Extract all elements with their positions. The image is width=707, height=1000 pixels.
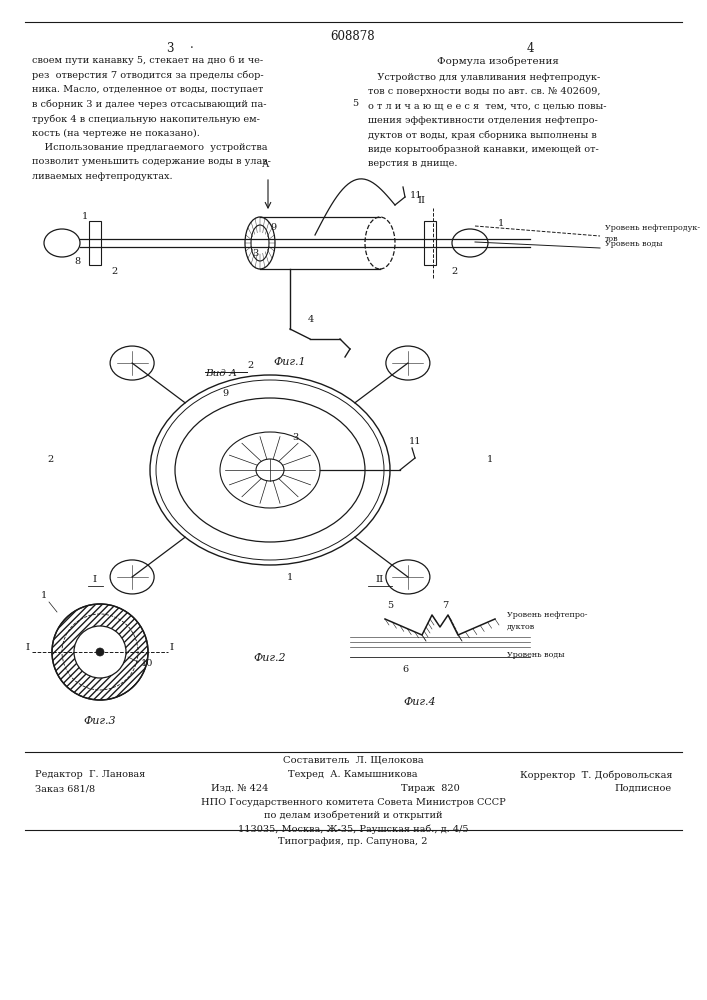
Text: Фиг.3: Фиг.3 [83,716,117,726]
Text: о т л и ч а ю щ е е с я  тем, что, с целью повы-: о т л и ч а ю щ е е с я тем, что, с цель… [368,102,607,110]
Text: 1: 1 [41,591,47,600]
Text: дуктов от воды, края сборника выполнены в: дуктов от воды, края сборника выполнены … [368,130,597,140]
Text: 113035, Москва, Ж-35, Раушская наб., д. 4/5: 113035, Москва, Ж-35, Раушская наб., д. … [238,824,468,834]
Ellipse shape [44,229,80,257]
Text: дуктов: дуктов [507,623,535,631]
Text: 8: 8 [74,256,80,265]
Text: А: А [262,160,269,169]
Text: верстия в днище.: верстия в днище. [368,159,457,168]
Text: Вид А: Вид А [205,369,237,378]
Text: 9: 9 [270,224,276,232]
Text: ника. Масло, отделенное от воды, поступает: ника. Масло, отделенное от воды, поступа… [32,85,264,94]
Text: кость (на чертеже не показано).: кость (на чертеже не показано). [32,128,200,138]
Ellipse shape [110,560,154,594]
Ellipse shape [251,225,269,261]
Ellipse shape [256,459,284,481]
Ellipse shape [365,217,395,269]
Circle shape [74,626,126,678]
Text: шения эффективности отделения нефтепро-: шения эффективности отделения нефтепро- [368,116,597,125]
Text: Корректор  Т. Добровольская: Корректор Т. Добровольская [520,770,672,780]
Text: НПО Государственного комитета Совета Министров СССР: НПО Государственного комитета Совета Мин… [201,798,506,807]
Text: 11: 11 [409,438,421,446]
Text: 1: 1 [287,572,293,582]
Text: в сборник 3 и далее через отсасывающий па-: в сборник 3 и далее через отсасывающий п… [32,100,267,109]
Text: Изд. № 424: Изд. № 424 [211,784,269,793]
Text: 5: 5 [387,600,393,609]
Text: виде корытообразной канавки, имеющей от-: виде корытообразной канавки, имеющей от- [368,145,599,154]
Text: ливаемых нефтепродуктах.: ливаемых нефтепродуктах. [32,172,173,181]
Text: своем пути канавку 5, стекает на дно 6 и че-: своем пути канавку 5, стекает на дно 6 и… [32,56,263,65]
Text: Типография, пр. Сапунова, 2: Типография, пр. Сапунова, 2 [279,837,428,846]
Text: 9: 9 [222,388,228,397]
Text: 5: 5 [352,100,358,108]
Text: 2: 2 [247,360,253,369]
Text: 1: 1 [82,212,88,221]
Text: тов с поверхности воды по авт. св. № 402609,: тов с поверхности воды по авт. св. № 402… [368,87,600,96]
Text: 3: 3 [292,432,298,442]
Text: тов: тов [605,235,619,243]
Ellipse shape [150,375,390,565]
Circle shape [52,604,148,700]
Text: Техред  А. Камышникова: Техред А. Камышникова [288,770,418,779]
Text: Фиг.1: Фиг.1 [274,357,306,367]
Text: 11: 11 [410,190,423,200]
Text: 1: 1 [487,456,493,464]
Text: 3: 3 [166,42,174,55]
Text: Уровень воды: Уровень воды [507,651,564,659]
Text: 10: 10 [141,660,153,668]
Text: II: II [417,196,425,205]
Ellipse shape [220,432,320,508]
Text: по делам изобретений и открытий: по делам изобретений и открытий [264,811,443,820]
Text: Уровень нефтепро-: Уровень нефтепро- [507,611,588,619]
Text: 2: 2 [452,266,458,275]
Text: 4: 4 [526,42,534,55]
Ellipse shape [175,398,365,542]
Text: Фиг.4: Фиг.4 [404,697,436,707]
Text: 4: 4 [308,314,314,324]
Ellipse shape [386,560,430,594]
Text: Уровень воды: Уровень воды [605,240,662,248]
Text: II: II [376,575,384,584]
Ellipse shape [110,346,154,380]
Text: Заказ 681/8: Заказ 681/8 [35,784,95,793]
Text: Формула изобретения: Формула изобретения [437,56,559,66]
Text: позволит уменьшить содержание воды в улав-: позволит уменьшить содержание воды в ула… [32,157,271,166]
Text: 608878: 608878 [331,30,375,43]
Text: Устройство для улавливания нефтепродук-: Устройство для улавливания нефтепродук- [368,73,600,82]
Text: 1: 1 [498,219,504,228]
Ellipse shape [245,217,275,269]
Text: рез  отверстия 7 отводится за пределы сбор-: рез отверстия 7 отводится за пределы сбо… [32,70,264,80]
Text: Использование предлагаемого  устройства: Использование предлагаемого устройства [32,143,267,152]
Ellipse shape [386,346,430,380]
Text: ·: · [190,42,194,55]
Circle shape [96,648,104,656]
Ellipse shape [156,380,384,560]
Ellipse shape [452,229,488,257]
Text: I: I [170,644,174,652]
Text: Тираж  820: Тираж 820 [401,784,460,793]
Text: Редактор  Г. Лановая: Редактор Г. Лановая [35,770,145,779]
Text: 6: 6 [402,664,408,674]
Text: Уровень нефтепродук-: Уровень нефтепродук- [605,224,700,232]
Text: 2: 2 [47,456,53,464]
FancyBboxPatch shape [89,221,101,265]
Text: Фиг.2: Фиг.2 [254,653,286,663]
Text: Подписное: Подписное [615,784,672,793]
Text: 2: 2 [112,266,118,275]
Text: I: I [26,644,30,652]
Text: 7: 7 [442,600,448,609]
Text: трубок 4 в специальную накопительную ем-: трубок 4 в специальную накопительную ем- [32,114,260,123]
FancyBboxPatch shape [424,221,436,265]
Text: I: I [93,575,97,584]
Text: Составитель  Л. Щелокова: Составитель Л. Щелокова [283,756,423,765]
Text: 3: 3 [252,248,258,257]
